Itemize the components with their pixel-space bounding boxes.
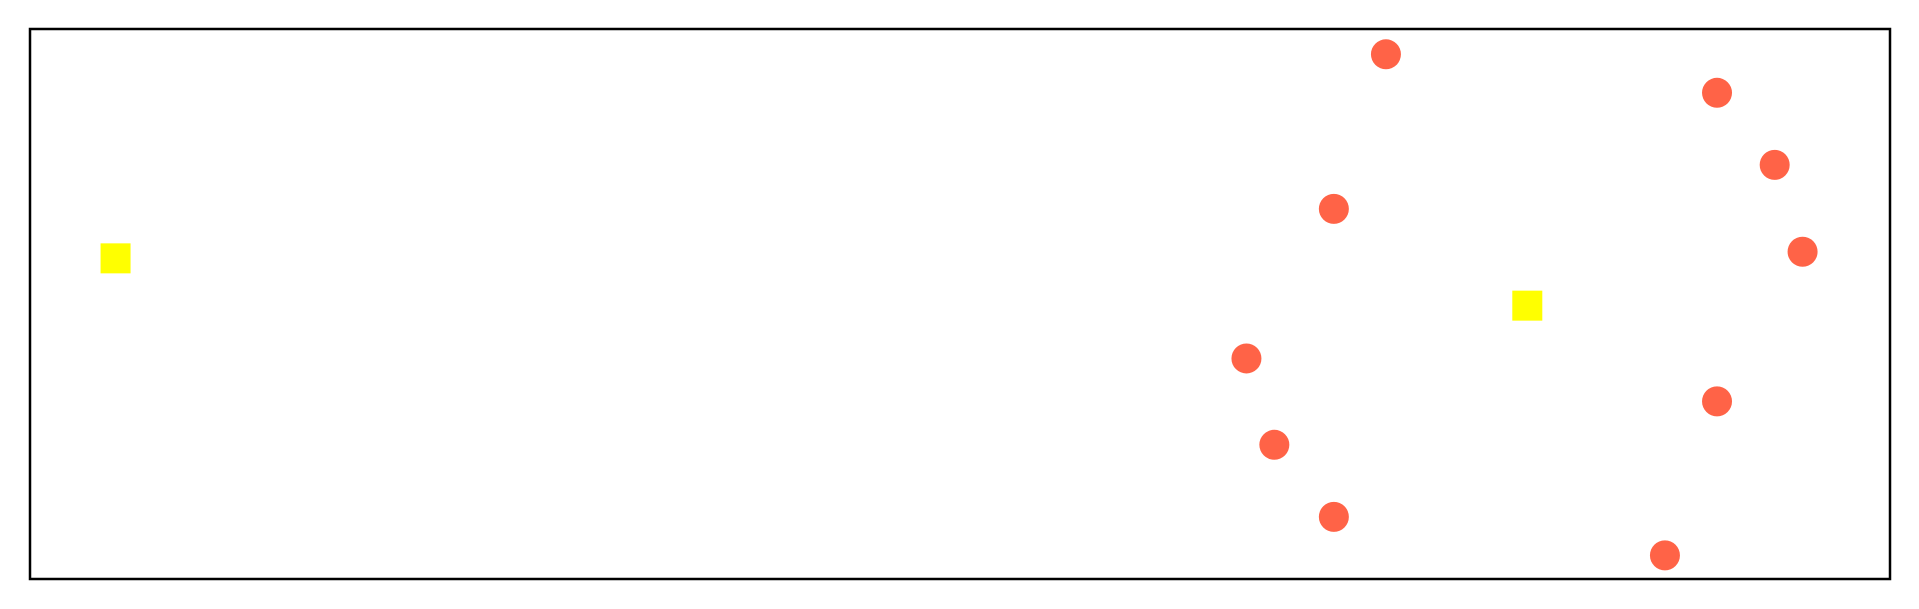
circle-point-1	[1370, 39, 1401, 70]
data-marks	[100, 39, 1818, 571]
square-point-1	[100, 243, 131, 274]
circle-point-3	[1759, 149, 1790, 180]
circle-point-4	[1318, 193, 1349, 224]
circle-point-5	[1787, 236, 1818, 267]
circle-point-9	[1318, 501, 1349, 532]
circle-point-6	[1231, 343, 1262, 374]
square-point-2	[1512, 290, 1543, 321]
plot-area-frame	[28, 27, 1892, 581]
circle-point-7	[1702, 386, 1733, 417]
circle-point-2	[1702, 77, 1733, 108]
circle-point-8	[1259, 429, 1290, 460]
circle-point-10	[1649, 540, 1680, 571]
